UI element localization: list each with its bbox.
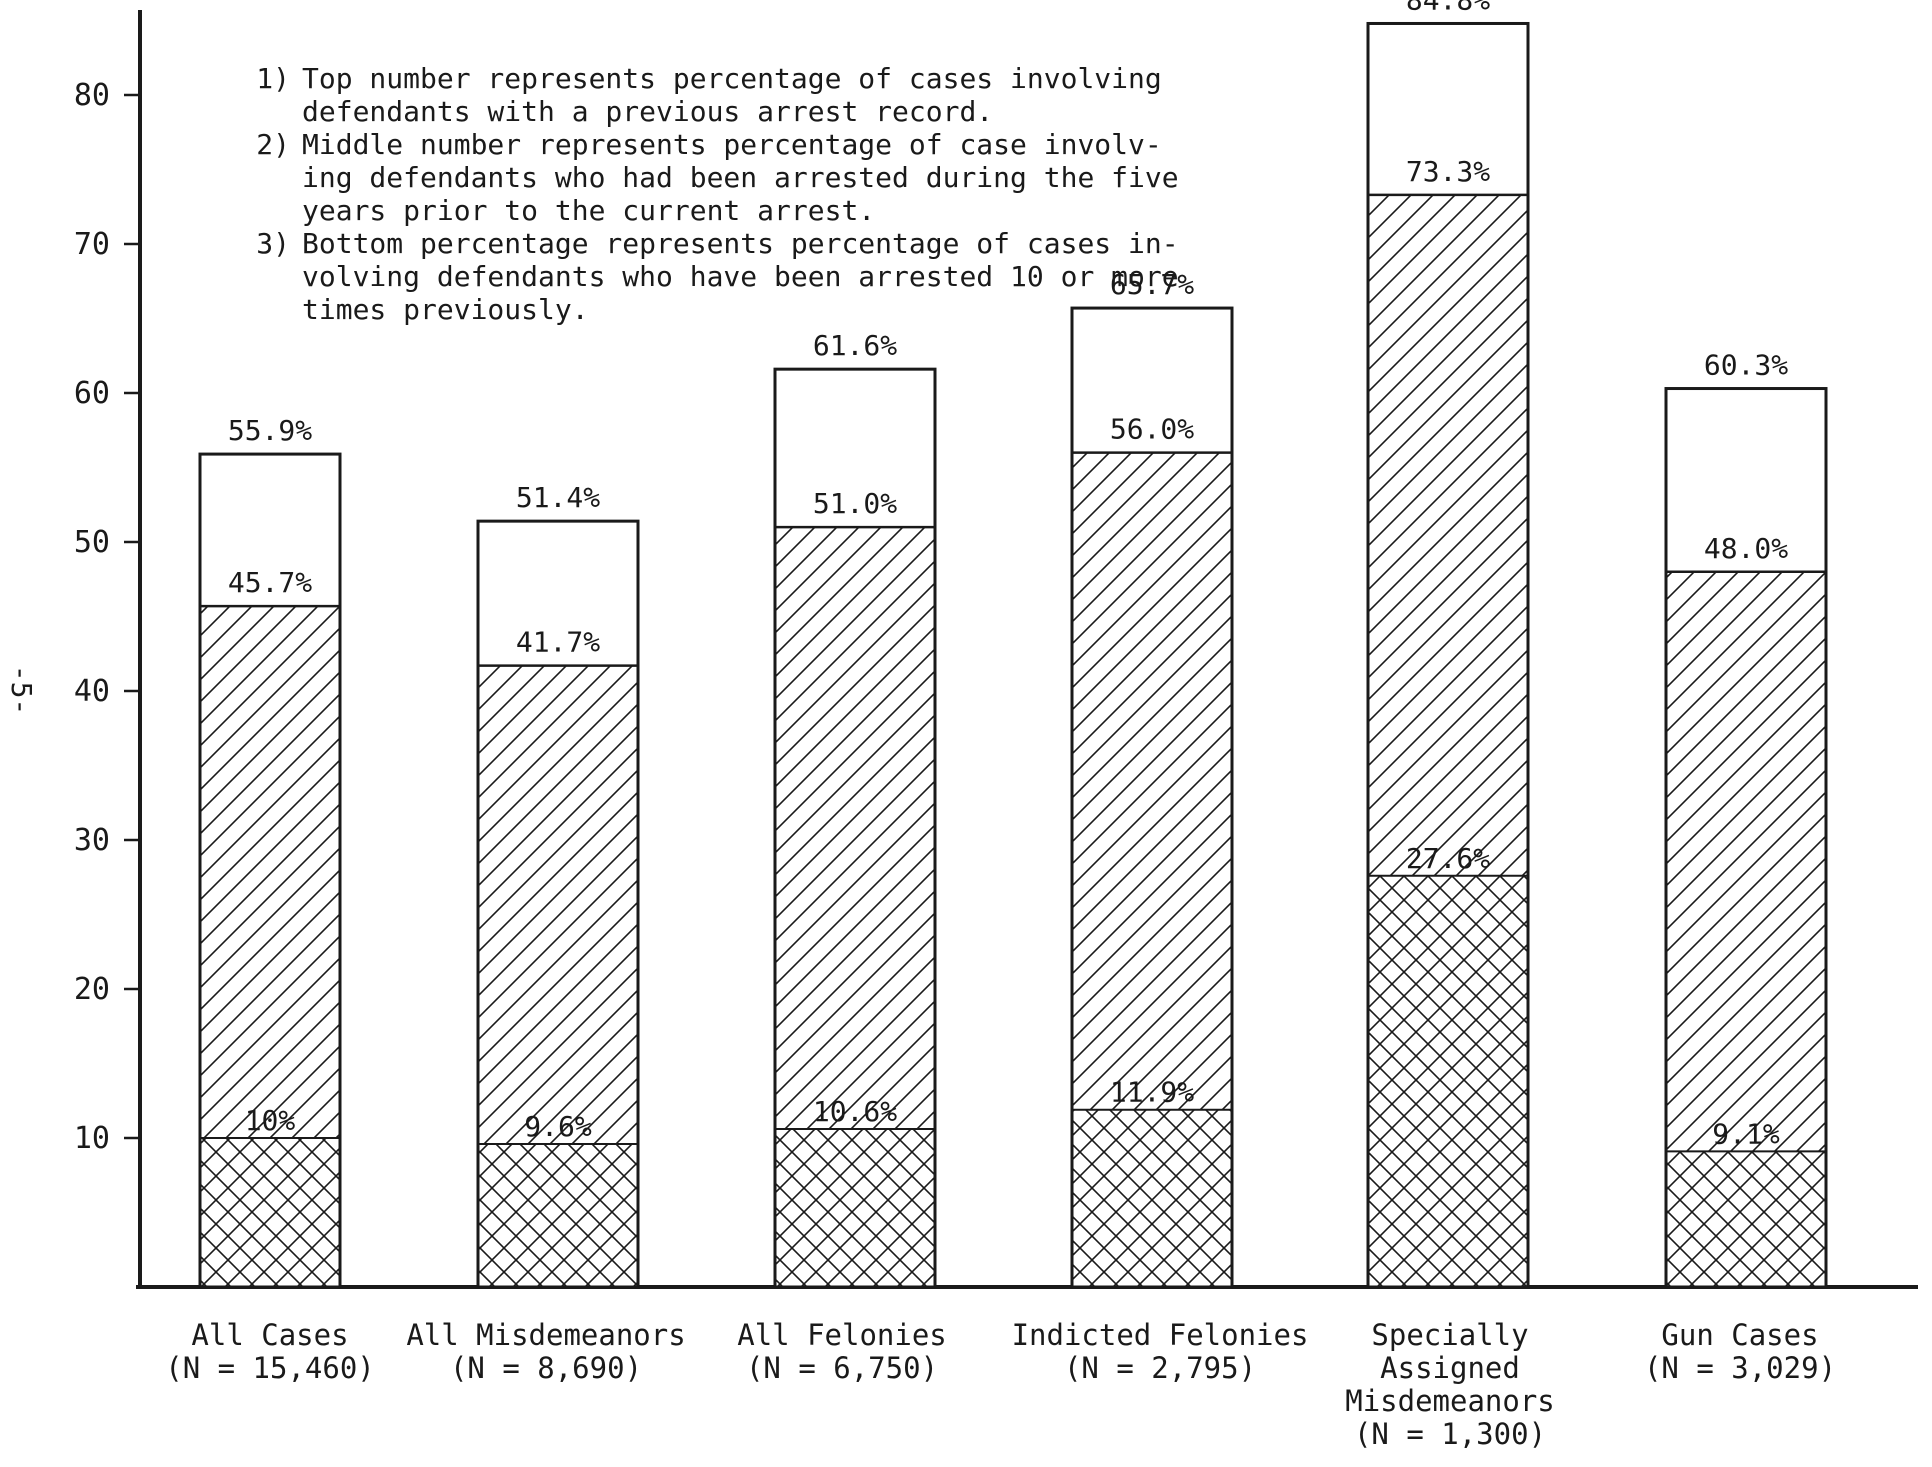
bar-bottom-segment	[1368, 875, 1528, 1287]
bar-middle-segment	[1666, 571, 1826, 1152]
bar-middle-label: 41.7%	[516, 626, 600, 659]
note-line: volving defendants who have been arreste…	[302, 260, 1179, 293]
page-number: -5-	[5, 665, 38, 716]
bar-top-label: 51.4%	[516, 481, 600, 514]
bar-middle-label: 45.7%	[228, 566, 312, 599]
y-tick-label: 20	[74, 972, 110, 1007]
category-label-line: (N = 1,300)	[1354, 1417, 1546, 1451]
bar-top-label: 65.7%	[1110, 268, 1194, 301]
note-line: Bottom percentage represents percentage …	[302, 227, 1179, 260]
category-label-line: (N = 2,795)	[1064, 1351, 1256, 1385]
bar-bottom-label: 9.1%	[1712, 1117, 1780, 1150]
y-tick-label: 40	[74, 674, 110, 709]
y-tick-label: 70	[74, 227, 110, 262]
bar-middle-label: 56.0%	[1110, 413, 1194, 446]
bar-bottom-label: 10.6%	[813, 1095, 897, 1128]
bar-bottom-label: 9.6%	[524, 1110, 592, 1143]
category-label: Specially Assigned Misdemeanors (N = 1,300)	[1345, 1318, 1555, 1451]
chart-axes: 10 20 30 40 50 60 70 80	[74, 10, 1918, 1289]
bar-bottom-segment	[775, 1129, 935, 1287]
category-label-line: All Felonies	[737, 1318, 947, 1352]
bar-middle-segment	[478, 665, 638, 1144]
bar-middle-label: 51.0%	[813, 487, 897, 520]
bar-top-label: 84.8%	[1406, 0, 1490, 16]
bar-outline	[1366, 21, 1530, 1289]
category-label-line: (N = 8,690)	[450, 1351, 642, 1385]
bar-bottom-segment	[1666, 1151, 1826, 1287]
note-marker: 3)	[256, 227, 290, 260]
bar-middle-segment	[1368, 194, 1528, 876]
category-label: All Felonies (N = 6,750)	[737, 1318, 947, 1385]
bar-bottom-label: 10%	[245, 1104, 296, 1137]
category-label: All Misdemeanors (N = 8,690)	[406, 1318, 685, 1385]
note-line: ing defendants who had been arrested dur…	[302, 161, 1179, 194]
note-line: times previously.	[302, 293, 589, 326]
note-marker: 2)	[256, 128, 290, 161]
y-tick-label: 30	[74, 823, 110, 858]
bar-outline	[198, 452, 342, 1289]
category-label-line: Gun Cases	[1661, 1318, 1818, 1352]
y-tick-label: 80	[74, 78, 110, 113]
bar-middle-label: 73.3%	[1406, 155, 1490, 188]
bar-middle-segment	[200, 606, 340, 1138]
bar-bottom-segment	[478, 1143, 638, 1287]
chart-notes: 1) Top number represents percentage of ca…	[256, 62, 1178, 326]
category-label-line: All Cases	[191, 1318, 348, 1352]
category-label-line: Indicted Felonies	[1012, 1318, 1309, 1352]
note-line: years prior to the current arrest.	[302, 194, 875, 227]
bar-middle-segment	[775, 527, 935, 1130]
chart-bars	[198, 21, 1828, 1289]
bar-bottom-segment	[200, 1138, 340, 1287]
note-line: Top number represents percentage of case…	[302, 62, 1162, 95]
bar-top-label: 55.9%	[228, 414, 312, 447]
category-label: Gun Cases (N = 3,029)	[1644, 1318, 1836, 1385]
bar-outline	[476, 519, 640, 1289]
category-label-line: Assigned	[1380, 1351, 1520, 1385]
y-tick-label: 50	[74, 525, 110, 560]
bar-middle-segment	[1072, 452, 1232, 1110]
category-label-line: (N = 6,750)	[746, 1351, 938, 1385]
note-line: Middle number represents percentage of c…	[302, 128, 1162, 161]
chart-data-labels: 55.9% 45.7% 10% 51.4% 41.7% 9.6% 61.6% 51.0% 10.…	[228, 0, 1788, 1150]
bar-middle-label: 48.0%	[1704, 532, 1788, 565]
category-label: All Cases (N = 15,460)	[165, 1318, 375, 1385]
category-label-line: All Misdemeanors	[406, 1318, 685, 1352]
bar-outline	[1664, 387, 1828, 1289]
bar-bottom-label: 11.9%	[1110, 1076, 1194, 1109]
bar-outline	[1070, 306, 1234, 1289]
bar-top-label: 61.6%	[813, 329, 897, 362]
bar-bottom-label: 27.6%	[1406, 842, 1490, 875]
bar-bottom-segment	[1072, 1109, 1232, 1287]
note-marker: 1)	[256, 62, 290, 95]
category-label: Indicted Felonies (N = 2,795)	[1012, 1318, 1309, 1385]
chart-category-labels: All Cases (N = 15,460)All Misdemeanors (N …	[165, 1318, 1836, 1451]
category-label-line: Misdemeanors	[1345, 1384, 1555, 1418]
category-label-line: (N = 15,460)	[165, 1351, 375, 1385]
category-label-line: (N = 3,029)	[1644, 1351, 1836, 1385]
y-tick-label: 60	[74, 376, 110, 411]
bar-top-label: 60.3%	[1704, 349, 1788, 382]
y-tick-label: 10	[74, 1121, 110, 1156]
bar-outline	[773, 367, 937, 1289]
note-line: defendants with a previous arrest record…	[302, 95, 993, 128]
category-label-line: Specially	[1371, 1318, 1528, 1352]
